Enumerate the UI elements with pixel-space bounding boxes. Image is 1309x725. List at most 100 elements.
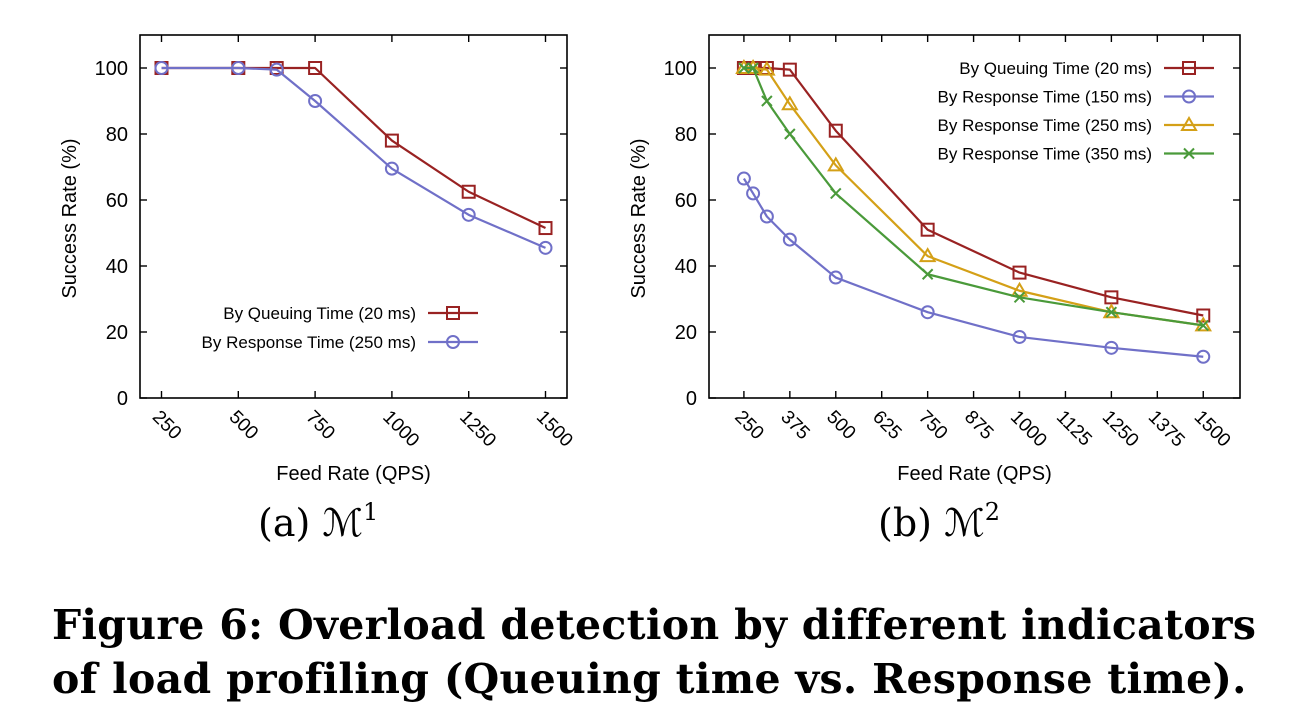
chart-b-series-0-point (782, 62, 797, 77)
chart-a-xtick-label: 750 (302, 407, 339, 444)
chart-b-series-1-point (920, 305, 935, 320)
chart-b-legend-marker-3 (1183, 147, 1195, 160)
chart-b-xtick-label: 1125 (1052, 407, 1096, 451)
chart-b-series-3-point (784, 128, 796, 140)
chart-b-series-1-point (1196, 349, 1211, 364)
chart-b-series-3-point (1013, 291, 1026, 304)
chart-b-series-3-point (830, 187, 842, 200)
chart-b-ylabel: Success Rate (%) (628, 138, 650, 298)
chart-a-xtick-label: 1000 (378, 407, 423, 452)
chart-b-xtick-label: 875 (960, 407, 997, 444)
chart-b-legend-label-3: By Response Time (350 ms) (938, 145, 1152, 164)
chart-b-xtick-label: 1000 (1006, 407, 1051, 452)
chart-a-ytick-label: 40 (106, 256, 128, 278)
chart-a-frame (139, 34, 568, 399)
chart-b-series-2-point (781, 95, 799, 111)
chart-b-series-2-point (827, 156, 845, 172)
subcaption-b: (b) ℳ2 (878, 498, 1000, 545)
chart-a-series-1-point (269, 62, 284, 77)
chart-b-series-1-point (782, 232, 797, 247)
chart-b-xtick-label: 375 (776, 407, 813, 444)
chart-b-series-2-point (918, 247, 937, 263)
chart-a-series-0-point (308, 61, 323, 75)
chart-a-xtick-label: 1500 (532, 407, 577, 452)
chart-a-series-1-point (231, 61, 246, 75)
chart-b: 0 20 40 60 80 100 250 375 500 625 750 875 1000 1125 12… (628, 34, 1241, 485)
subcaption-a-prefix: (a) (258, 501, 323, 545)
chart-b-ytick-label: 100 (664, 58, 697, 80)
subcaption-b-sup: 2 (984, 498, 1000, 526)
chart-b-ytick-label: 40 (675, 256, 697, 278)
subcaption-b-prefix: (b) (878, 501, 945, 545)
chart-b-series-3-point (1105, 306, 1118, 318)
subcaption-b-symbol: ℳ (944, 501, 985, 545)
chart-b-xtick-label: 625 (868, 407, 905, 444)
chart-b-series-0-point (1196, 308, 1211, 323)
chart-a-ytick-label: 100 (95, 58, 128, 80)
chart-b-legend-label-0: By Queuing Time (20 ms) (959, 59, 1152, 78)
chart-a-ytick-label: 80 (106, 124, 128, 146)
chart-b-series-3-line (743, 66, 1204, 327)
chart-a-legend-marker-0 (446, 306, 460, 320)
chart-b-xlabel: Feed Rate (QPS) (897, 463, 1052, 485)
chart-b-ytick-label: 0 (686, 388, 697, 410)
chart-a-xlabel: Feed Rate (QPS) (276, 463, 431, 485)
chart-b-ytick-label: 20 (675, 322, 697, 344)
chart-a-xtick-label: 500 (225, 407, 262, 444)
chart-a-ytick-label: 0 (117, 388, 128, 410)
chart-b-series-1-point (746, 186, 761, 201)
chart-a-series-1-point (461, 207, 476, 222)
chart-b-series-1-line (742, 177, 1204, 358)
chart-a-series-1-point (384, 161, 399, 176)
subcaption-a-symbol: ℳ (322, 501, 364, 545)
chart-a-xtick-label: 1250 (455, 407, 500, 452)
chart-b-series-1-point (759, 209, 774, 224)
chart-b-xtick-label: 1500 (1190, 407, 1235, 452)
chart-a-series-0-point (384, 133, 399, 148)
chart-b-legend-label-2: By Response Time (250 ms) (938, 116, 1152, 135)
chart-a-legend-label-0: By Queuing Time (20 ms) (223, 304, 416, 323)
chart-a-series-0-point (461, 184, 476, 199)
chart-a-series-1-point (308, 94, 323, 108)
chart-b-series-0-point (920, 222, 935, 237)
figure-caption: Figure 6: Overload detection by differen… (52, 601, 1257, 703)
chart-b-series-2-point (1010, 281, 1029, 297)
chart-b-series-1-point (1012, 329, 1027, 344)
chart-a: 0 20 40 60 80 100 250 500 750 1000 1250 1500 Feed Ra… (59, 34, 577, 485)
chart-b-series-3-point (738, 62, 750, 74)
chart-a-legend-label-1: By Response Time (250 ms) (202, 333, 416, 352)
chart-b-legend-marker-2 (1180, 116, 1198, 131)
chart-b-series-1-point (828, 270, 843, 285)
chart-b-series-0-point (828, 123, 843, 138)
chart-a-legend-marker-1 (446, 335, 460, 349)
chart-a-ytick-label: 20 (106, 322, 128, 344)
chart-b-series-3-point (921, 268, 934, 280)
chart-b-legend-marker-0 (1182, 61, 1196, 75)
chart-a-series-1-point (538, 240, 553, 255)
chart-b-xtick-label: 750 (914, 407, 951, 444)
chart-b-series-3-point (761, 95, 773, 107)
subcaption-a-sup: 1 (363, 498, 379, 526)
chart-b-series-1-point (736, 171, 751, 186)
subcaption-a: (a) ℳ1 (258, 498, 378, 545)
chart-b-series-3-point (1197, 319, 1209, 332)
chart-a-series-1-point (154, 61, 169, 75)
chart-b-legend-marker-1 (1182, 89, 1196, 104)
chart-a-series-1-line (161, 66, 546, 249)
chart-b-xtick-label: 250 (730, 407, 767, 444)
chart-b-series-0-point (1012, 265, 1027, 280)
chart-b-series-1-point (1104, 340, 1119, 355)
chart-a-xtick-label: 250 (148, 407, 185, 444)
chart-b-series-3-point (747, 62, 759, 74)
chart-a-ylabel: Success Rate (%) (59, 138, 81, 298)
chart-b-ytick-label: 80 (675, 124, 697, 146)
chart-b-xtick-label: 1375 (1144, 407, 1189, 452)
chart-b-legend-label-1: By Response Time (150 ms) (938, 88, 1152, 107)
chart-b-xtick-label: 1250 (1098, 407, 1143, 452)
chart-b-ytick-label: 60 (675, 190, 697, 212)
chart-a-series-0-point (538, 221, 553, 236)
chart-a-ytick-label: 60 (106, 190, 128, 212)
chart-a-series-0-line (161, 66, 546, 230)
chart-b-xtick-label: 500 (822, 407, 859, 444)
